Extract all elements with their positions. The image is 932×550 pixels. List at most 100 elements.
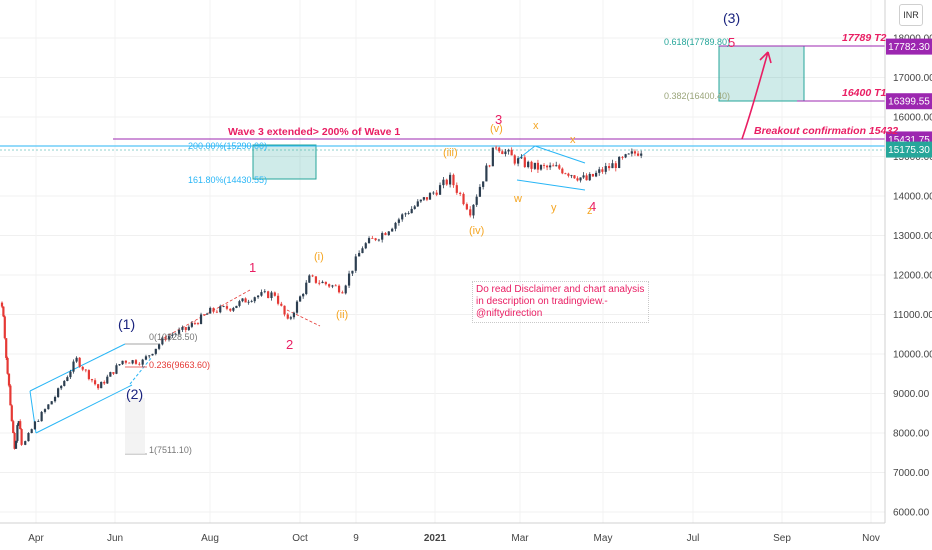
candle-body <box>273 292 276 296</box>
candle-body <box>413 206 416 209</box>
candle-body <box>475 196 478 205</box>
candle-body <box>539 165 543 170</box>
candle-body <box>311 275 314 277</box>
candle-body <box>428 193 432 200</box>
candle-body <box>582 175 585 178</box>
candle-body <box>190 323 193 327</box>
candle-body <box>533 162 536 169</box>
candle-body <box>465 204 468 210</box>
y-tick-label: 9000.00 <box>893 389 930 400</box>
candle-body <box>305 282 308 294</box>
candle-body <box>12 421 15 433</box>
price-tag-label: 15431.75 <box>888 135 930 146</box>
candle-body <box>504 151 507 155</box>
candle-body <box>545 165 549 168</box>
candle-body <box>494 147 498 149</box>
candle-body <box>174 333 177 335</box>
candle-body <box>517 158 520 164</box>
wave-label-2-major: (2) <box>126 386 143 402</box>
candle-body <box>5 338 8 358</box>
candle-body <box>607 166 611 169</box>
candle-body <box>75 357 78 362</box>
candle-body <box>501 151 504 155</box>
wave-label-y: y <box>551 202 557 214</box>
price-tag-label: 15175.30 <box>888 145 930 156</box>
candle-body <box>50 401 53 405</box>
candle-body <box>72 361 75 372</box>
candle-body <box>154 348 157 354</box>
candle-body <box>202 314 206 316</box>
candle-body <box>24 441 27 445</box>
candle-body <box>263 291 266 293</box>
fib-dash-line <box>286 309 321 327</box>
candle-body <box>30 429 33 434</box>
candle-body <box>567 173 570 176</box>
candle-body <box>235 305 238 308</box>
candle-body <box>416 201 419 207</box>
candle-body <box>455 185 458 193</box>
candle-body <box>148 355 151 357</box>
x-tick-label: 9 <box>353 533 359 544</box>
candle-body <box>344 285 347 294</box>
candle-body <box>280 303 283 306</box>
candle-body <box>314 276 318 283</box>
candle-body <box>621 156 624 158</box>
candle-body <box>555 165 558 167</box>
candle-body <box>222 306 225 307</box>
target-t1-label: 16400 T1 <box>842 87 887 99</box>
candle-body <box>286 314 289 319</box>
candle-body <box>445 179 448 185</box>
candle-body <box>507 149 510 152</box>
candle-body <box>488 165 491 167</box>
time-axis: Apr Jun Aug Oct 9 2021 Mar May Jul Sep Nov <box>28 533 880 544</box>
candle-body <box>298 296 302 302</box>
candle-body <box>78 357 81 367</box>
candle-body <box>229 308 232 311</box>
candle-body <box>624 154 627 158</box>
candle-body <box>270 292 273 299</box>
candle-body <box>410 208 413 214</box>
x-tick-label: Jul <box>687 533 700 544</box>
currency-badge[interactable]: INR <box>899 4 923 26</box>
candle-body <box>478 186 482 197</box>
candle-body <box>585 175 588 181</box>
candle-body <box>260 292 263 296</box>
y-tick-label: 7000.00 <box>893 468 930 479</box>
candle-body <box>361 248 364 254</box>
candle-body <box>594 172 598 177</box>
wave-label-1-major: (1) <box>118 316 135 332</box>
candle-body <box>109 372 112 377</box>
candle-body <box>549 165 552 168</box>
fib-200-label: 200.00%(15290.00) <box>188 141 267 151</box>
candle-body <box>640 153 643 156</box>
candle-body <box>419 199 422 202</box>
candle-body <box>438 185 442 195</box>
candles <box>0 145 643 450</box>
price-tag-label: 17782.30 <box>888 42 930 53</box>
x-tick-label: 2021 <box>424 533 447 544</box>
candle-body <box>579 177 582 181</box>
candle-body <box>374 238 377 241</box>
y-tick-label: 14000.00 <box>893 192 932 203</box>
wave-labels: (1) (2) (3) 1 2 3 4 5 (i) (ii) (iii) (iv… <box>118 10 740 402</box>
candle-body <box>636 153 640 156</box>
candle-body <box>302 293 305 297</box>
candle-body <box>633 151 637 154</box>
candle-body <box>128 362 131 364</box>
candle-body <box>364 243 367 249</box>
candle-body <box>401 214 404 220</box>
candle-body <box>630 151 633 154</box>
candle-body <box>308 275 311 283</box>
candle-body <box>2 306 5 317</box>
candle-body <box>573 175 576 179</box>
candle-body <box>20 429 23 445</box>
candle-body <box>520 157 523 159</box>
price-tag <box>886 141 932 158</box>
fib-1-label: 1(7511.10) <box>149 445 192 455</box>
candle-body <box>491 147 494 167</box>
candle-body <box>449 174 452 185</box>
candle-body <box>564 173 567 175</box>
candle-body <box>295 301 299 313</box>
candle-body <box>256 295 260 298</box>
